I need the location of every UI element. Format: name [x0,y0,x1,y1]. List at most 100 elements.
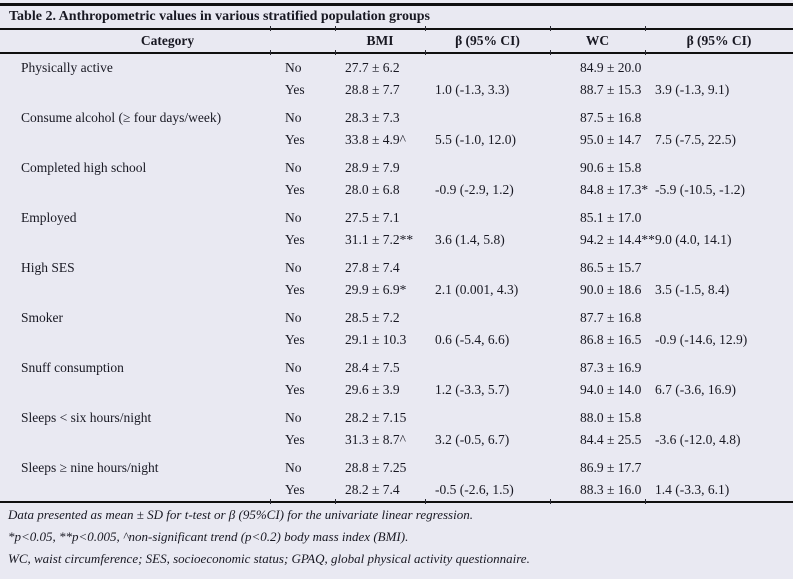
group-snuff-consumption: Snuff consumption No 28.4 ± 7.5 87.3 ± 1… [0,357,793,401]
cell-bmi: 28.8 ± 7.25 [345,460,407,475]
cell-bmi-beta: 5.5 (-1.0, 12.0) [435,132,516,147]
cell-level: No [285,460,302,475]
cell-bmi-beta [425,307,550,329]
group-sleeps-nine-plus: Sleeps ≥ nine hours/night No 28.8 ± 7.25… [0,457,793,501]
column-tick [335,499,336,504]
cell-wc: 84.4 ± 25.5 [580,432,642,447]
cell-category [0,229,265,251]
cell-category [0,329,265,351]
cell-bmi-beta [425,257,550,279]
cell-wc-beta: 1.4 (-3.3, 6.1) [655,482,730,497]
cell-category: Sleeps ≥ nine hours/night [21,460,159,475]
cell-wc: 84.8 ± 17.3* [580,182,649,197]
header-bmi-beta: β (95% CI) [455,33,520,48]
cell-level: No [285,260,302,275]
cell-category: High SES [21,260,75,275]
cell-bmi: 28.4 ± 7.5 [345,360,400,375]
column-tick [425,499,426,504]
table-footnotes: Data presented as mean ± SD for t-test o… [0,503,793,570]
column-tick [270,26,271,31]
cell-category: Employed [21,210,77,225]
table-title: Table 2. Anthropometric values in variou… [9,9,430,24]
column-tick [645,499,646,504]
cell-bmi-beta [425,357,550,379]
cell-bmi-beta [425,457,550,479]
title-divider-rule [0,26,793,31]
cell-bmi-beta [425,57,550,79]
group-consume-alcohol: Consume alcohol (≥ four days/week) No 28… [0,107,793,151]
cell-category: Physically active [21,60,113,75]
table-row: Yes 29.9 ± 6.9* 2.1 (0.001, 4.3) 90.0 ± … [0,279,793,301]
column-tick [550,26,551,31]
cell-bmi: 31.1 ± 7.2** [345,232,414,247]
cell-level: Yes [285,382,305,397]
column-tick [425,26,426,31]
cell-wc: 94.2 ± 14.4** [580,232,655,247]
table-row: Snuff consumption No 28.4 ± 7.5 87.3 ± 1… [0,357,793,379]
cell-bmi-beta: 3.6 (1.4, 5.8) [435,232,505,247]
cell-bmi: 29.6 ± 3.9 [345,382,400,397]
cell-wc-beta: 6.7 (-3.6, 16.9) [655,382,736,397]
cell-category: Smoker [21,310,63,325]
cell-wc-beta [645,357,793,379]
cell-category [0,179,265,201]
cell-level: Yes [285,182,305,197]
cell-wc-beta: -0.9 (-14.6, 12.9) [655,332,748,347]
cell-level: Yes [285,82,305,97]
cell-bmi-beta: 1.0 (-1.3, 3.3) [435,82,510,97]
cell-bmi: 33.8 ± 4.9^ [345,132,406,147]
cell-wc-beta: 9.0 (4.0, 14.1) [655,232,732,247]
table-row: Yes 28.2 ± 7.4 -0.5 (-2.6, 1.5) 88.3 ± 1… [0,479,793,501]
column-tick [335,50,336,55]
cell-bmi: 28.0 ± 6.8 [345,182,400,197]
cell-level: Yes [285,432,305,447]
cell-bmi: 28.2 ± 7.4 [345,482,400,497]
group-smoker: Smoker No 28.5 ± 7.2 87.7 ± 16.8 Yes 29.… [0,307,793,351]
column-tick [645,26,646,31]
cell-wc: 87.3 ± 16.9 [580,360,642,375]
cell-category [0,429,265,451]
cell-bmi-beta: 2.1 (0.001, 4.3) [435,282,519,297]
cell-wc-beta [645,407,793,429]
cell-bmi: 31.3 ± 8.7^ [345,432,406,447]
cell-bmi-beta [425,157,550,179]
cell-wc: 85.1 ± 17.0 [580,210,642,225]
table-row: Physically active No 27.7 ± 6.2 84.9 ± 2… [0,57,793,79]
table-row: Consume alcohol (≥ four days/week) No 28… [0,107,793,129]
cell-wc: 90.0 ± 18.6 [580,282,642,297]
cell-bmi: 27.5 ± 7.1 [345,210,400,225]
cell-bmi: 29.1 ± 10.3 [345,332,407,347]
table-row: Yes 31.1 ± 7.2** 3.6 (1.4, 5.8) 94.2 ± 1… [0,229,793,251]
cell-bmi: 28.8 ± 7.7 [345,82,400,97]
cell-wc-beta: 3.9 (-1.3, 9.1) [655,82,730,97]
cell-bmi-beta: 1.2 (-3.3, 5.7) [435,382,510,397]
header-wc-beta: β (95% CI) [686,33,752,48]
footer-divider-rule [0,499,793,504]
cell-wc-beta [645,107,793,129]
footnote-line: *p<0.05, **p<0.005, ^non-significant tre… [8,529,409,544]
cell-wc: 86.8 ± 16.5 [580,332,642,347]
cell-level: No [285,360,302,375]
cell-wc-beta [645,257,793,279]
table-row: Employed No 27.5 ± 7.1 85.1 ± 17.0 [0,207,793,229]
table-body: Physically active No 27.7 ± 6.2 84.9 ± 2… [0,57,793,501]
cell-wc-beta: 3.5 (-1.5, 8.4) [655,282,730,297]
cell-wc-beta [645,457,793,479]
table-row: Sleeps < six hours/night No 28.2 ± 7.15 … [0,407,793,429]
cell-level: No [285,410,302,425]
header-bmi: BMI [366,33,394,48]
table-row: Yes 29.6 ± 3.9 1.2 (-3.3, 5.7) 94.0 ± 14… [0,379,793,401]
cell-category [0,79,265,101]
group-physically-active: Physically active No 27.7 ± 6.2 84.9 ± 2… [0,57,793,101]
column-tick [645,50,646,55]
cell-bmi: 28.9 ± 7.9 [345,160,400,175]
cell-bmi-beta: -0.5 (-2.6, 1.5) [435,482,514,497]
cell-bmi: 27.8 ± 7.4 [345,260,400,275]
table-header-row: Category BMI β (95% CI) WC β (95% CI) [0,30,793,52]
cell-level: No [285,110,302,125]
cell-category [0,279,265,301]
cell-wc-beta: -5.9 (-10.5, -1.2) [655,182,745,197]
header-divider-rule [0,50,793,55]
table-row: Sleeps ≥ nine hours/night No 28.8 ± 7.25… [0,457,793,479]
